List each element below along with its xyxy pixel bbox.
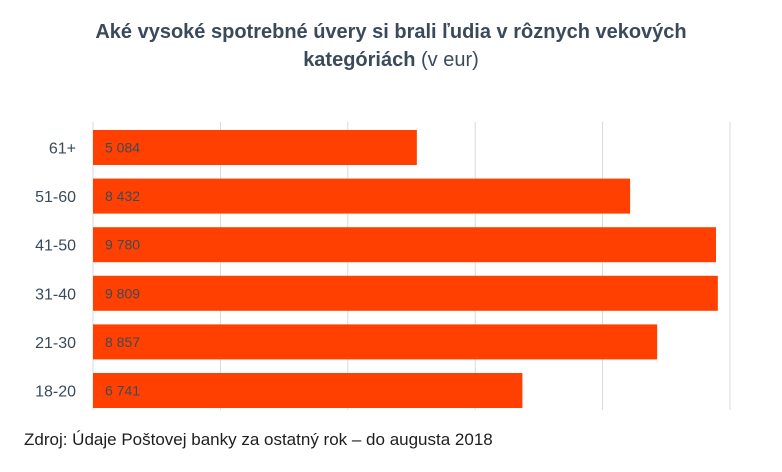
- data-label: 8 857: [105, 334, 140, 350]
- category-label: 21-30: [35, 335, 76, 352]
- chart-title-line2: kategóriách (v eur): [0, 46, 782, 74]
- bar: [93, 373, 523, 408]
- bar: [93, 324, 658, 360]
- bar-chart: 5 084 61+ 8 432 51-60 9 780 41-50 9 809 31-40 8 …: [35, 122, 731, 410]
- chart-title: Aké vysoké spotrebné úvery si brali ľudi…: [0, 18, 782, 74]
- bar: [93, 275, 718, 311]
- category-label: 51-60: [35, 189, 76, 206]
- category-label: 61+: [49, 141, 76, 158]
- bar: [93, 178, 631, 214]
- chart-title-line1: Aké vysoké spotrebné úvery si brali ľudi…: [95, 21, 687, 43]
- chart-title-unit: (v eur): [421, 49, 479, 71]
- bar: [93, 227, 716, 263]
- data-label: 8 432: [105, 188, 140, 204]
- source-note: Zdroj: Údaje Poštovej banky za ostatný r…: [24, 430, 493, 449]
- category-label: 31-40: [35, 286, 76, 303]
- data-label: 6 741: [105, 383, 140, 399]
- chart-title-word: kategóriách: [303, 49, 416, 71]
- data-label: 9 780: [105, 237, 140, 253]
- bar: [93, 130, 417, 165]
- data-label: 9 809: [105, 285, 140, 301]
- category-label: 41-50: [35, 238, 76, 255]
- data-label: 5 084: [105, 140, 140, 156]
- category-label: 18-20: [35, 384, 76, 401]
